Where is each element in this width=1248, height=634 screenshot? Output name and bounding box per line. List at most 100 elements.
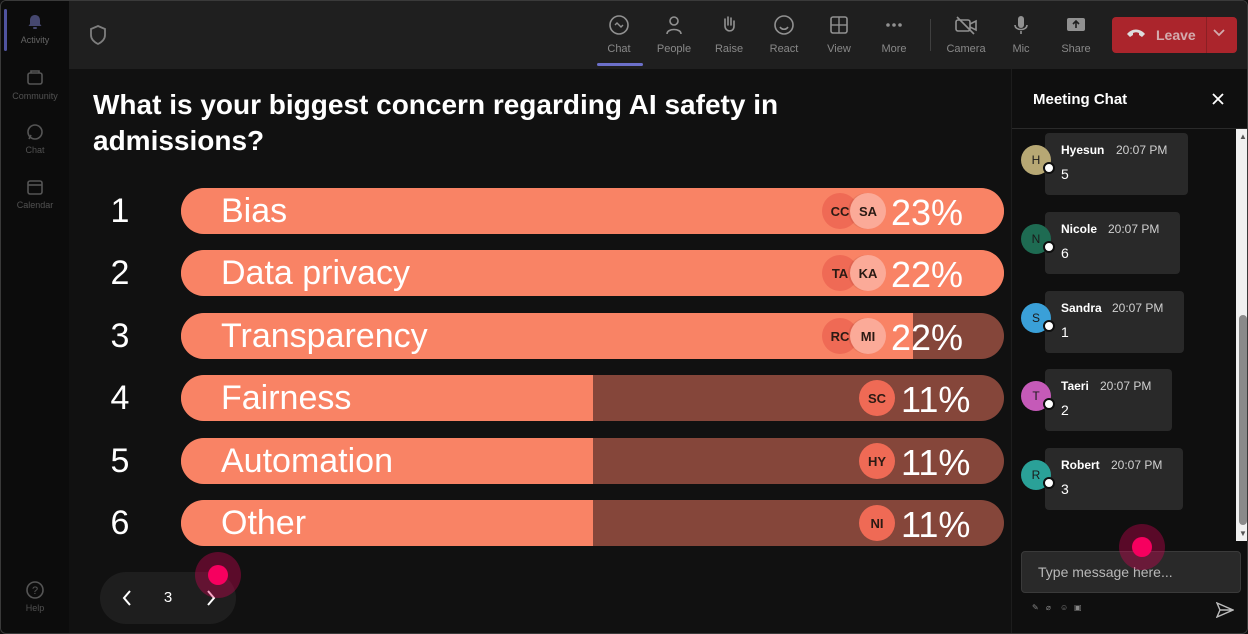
toolbar-more-button[interactable]: More: [867, 11, 921, 61]
sender-name: Sandra: [1061, 301, 1102, 315]
chevron-left-icon[interactable]: [114, 584, 140, 612]
toolbar-react-button[interactable]: React: [757, 11, 811, 61]
rail-item-label: Help: [25, 603, 45, 613]
send-icon[interactable]: [1214, 599, 1236, 621]
message-time: 20:07 PM: [1108, 222, 1160, 236]
chat-message: Sandra 20:07 PM 1 S: [1012, 287, 1236, 353]
presence-dot: [1043, 398, 1055, 410]
hang-up-icon: [1126, 26, 1148, 44]
message-bubble: Robert 20:07 PM 3: [1045, 448, 1183, 510]
chat-icon: [607, 13, 631, 37]
more-icon: [882, 13, 906, 37]
toolbar-share-button[interactable]: Share: [1049, 11, 1103, 61]
message-time: 20:07 PM: [1100, 379, 1152, 393]
chat-message: Taeri 20:07 PM 2 T: [1012, 365, 1236, 431]
toolbar-mic-button[interactable]: Mic: [994, 11, 1048, 61]
option-percent: 11%: [901, 379, 971, 420]
message-compose-box[interactable]: [1021, 551, 1241, 593]
leave-label: Leave: [1156, 27, 1196, 43]
toolbar-button-label: More: [881, 43, 907, 55]
attach-icon[interactable]: ⌀: [1046, 603, 1051, 612]
poll-option-row: 4 Fairness SC 11%: [69, 375, 1011, 423]
voter-avatar: KA: [850, 255, 886, 291]
message-text: 1: [1061, 324, 1069, 340]
chevron-right-icon[interactable]: [198, 584, 224, 612]
toolbar-chat-button[interactable]: Chat: [592, 11, 646, 61]
mic-icon: [1009, 13, 1033, 37]
rail-item-calendar[interactable]: Calendar: [1, 176, 69, 224]
voter-avatar: SC: [859, 380, 895, 416]
rail-item-activity[interactable]: Activity: [1, 11, 69, 59]
poll-question: What is your biggest concern regarding A…: [93, 89, 779, 156]
result-bar-track: [181, 313, 1004, 359]
option-rank: 4: [110, 379, 130, 417]
svg-text:?: ?: [32, 585, 38, 597]
rail-item-label: Calendar: [16, 200, 54, 210]
rail-item-chat[interactable]: Chat: [1, 121, 69, 169]
message-bubble: Hyesun 20:07 PM 5: [1045, 133, 1188, 195]
message-time: 20:07 PM: [1111, 458, 1163, 472]
calendar-icon: [24, 176, 46, 198]
rail-item-label: Chat: [25, 145, 45, 155]
chevron-down-icon[interactable]: [1212, 25, 1226, 42]
app-rail: Activity Community Chat Calendar ? Help: [1, 1, 69, 633]
rail-item-help[interactable]: ? Help: [1, 579, 69, 627]
scroll-up-icon[interactable]: ▲: [1239, 132, 1247, 141]
poll-option-row: 5 Automation HY 11%: [69, 438, 1011, 486]
option-label: Automation: [221, 442, 393, 480]
toolbar-people-button[interactable]: People: [647, 11, 701, 61]
presence-dot: [1043, 477, 1055, 489]
gif-icon[interactable]: ▣: [1074, 603, 1082, 612]
toolbar-button-label: Raise: [714, 43, 744, 55]
message-bubble: Sandra 20:07 PM 1: [1045, 291, 1184, 353]
voter-avatar: MI: [850, 318, 886, 354]
rail-item-community[interactable]: Community: [1, 67, 69, 115]
grid-icon: [827, 13, 851, 37]
pointer-indicator: [1119, 524, 1165, 570]
scrollbar-thumb[interactable]: [1239, 315, 1247, 525]
chat-title: Meeting Chat: [1033, 91, 1128, 108]
toolbar-button-label: Camera: [946, 43, 986, 55]
poll-option-row: 3 Transparency RC MI 22%: [69, 313, 1011, 361]
message-bubble: Nicole 20:07 PM 6: [1045, 212, 1180, 274]
result-bar-fill: [181, 500, 593, 546]
toolbar-camera-button[interactable]: Camera: [939, 11, 993, 61]
smile-icon: [772, 13, 796, 37]
shield-icon[interactable]: [89, 25, 107, 46]
message-text: 3: [1061, 481, 1069, 497]
leave-button[interactable]: Leave: [1112, 17, 1237, 53]
option-percent: 23%: [891, 192, 964, 233]
voter-avatar: NI: [859, 505, 895, 541]
toolbar-button-label: React: [769, 43, 799, 55]
message-input[interactable]: [1022, 552, 1240, 592]
toolbar-button-label: View: [827, 43, 851, 55]
voter-avatar: SA: [850, 193, 886, 229]
option-label: Data privacy: [221, 254, 410, 292]
option-label: Other: [221, 504, 307, 542]
camera-off-icon: [954, 13, 978, 37]
option-rank: 6: [110, 504, 130, 542]
toolbar-raise-button[interactable]: Raise: [702, 11, 756, 61]
sender-name: Hyesun: [1061, 143, 1105, 157]
close-icon[interactable]: [1206, 87, 1230, 111]
toolbar-button-label: Mic: [1012, 43, 1030, 55]
option-percent: 22%: [891, 254, 964, 295]
toolbar-view-button[interactable]: View: [812, 11, 866, 61]
message-bubble: Taeri 20:07 PM 2: [1045, 369, 1172, 431]
poll-option-row: 1 Bias CC SA 23%: [69, 188, 1011, 236]
voter-avatar: HY: [859, 443, 895, 479]
result-bar-fill: [181, 375, 593, 421]
format-icon[interactable]: ✎: [1032, 603, 1039, 612]
scroll-down-icon[interactable]: ▼: [1239, 529, 1247, 538]
option-label: Fairness: [221, 379, 352, 417]
message-text: 2: [1061, 402, 1069, 418]
option-rank: 2: [110, 254, 130, 292]
chat-message: Hyesun 20:07 PM 5 H: [1012, 129, 1236, 195]
rail-active-indicator: [4, 9, 7, 51]
toolbar-button-label: People: [656, 43, 692, 55]
chat-message: Robert 20:07 PM 3 R: [1012, 444, 1236, 510]
emoji-icon[interactable]: ☺: [1060, 603, 1069, 612]
active-tab-indicator: [597, 63, 643, 66]
chat-scrollbar[interactable]: ▲ ▼: [1236, 129, 1247, 541]
poll-stage: What is your biggest concern regarding A…: [69, 69, 1011, 633]
